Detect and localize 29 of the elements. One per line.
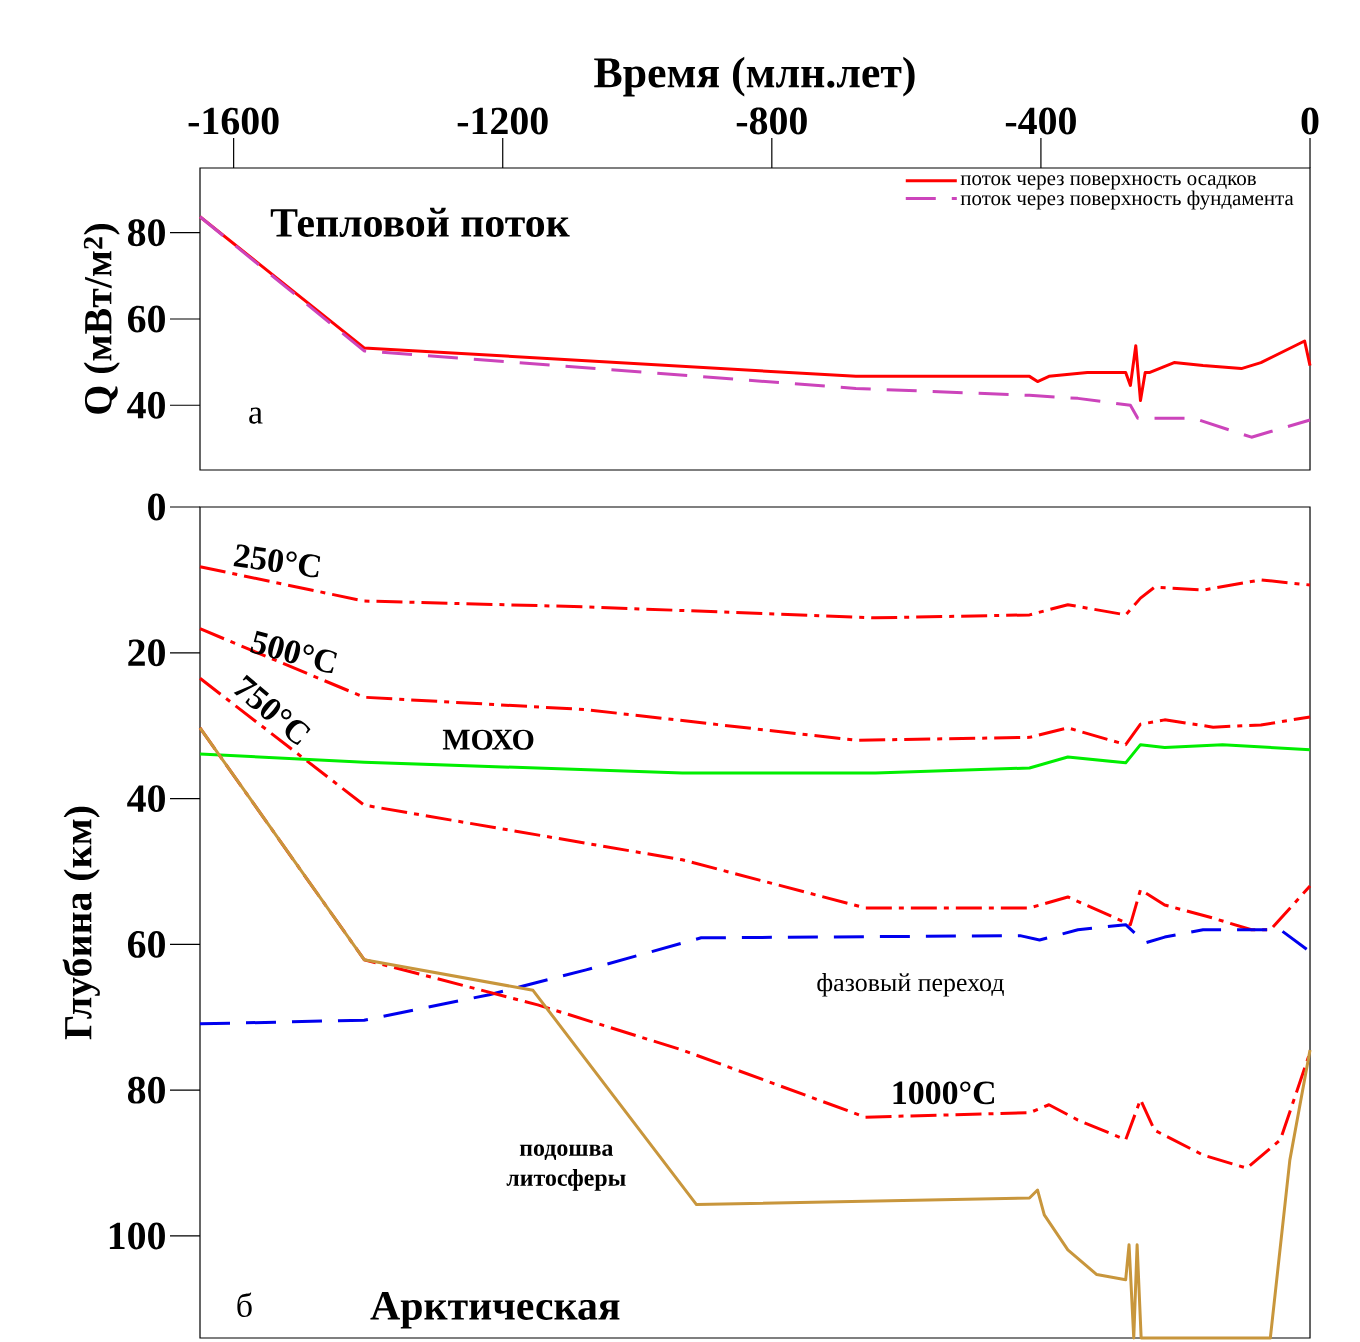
- legend-label: поток через поверхность осадков: [960, 175, 1256, 190]
- y-tick-label: 40: [127, 391, 165, 419]
- y-axis-title: Глубина (км): [62, 806, 100, 1040]
- y-tick-label: 60: [127, 930, 165, 958]
- y-axis-title: Q (мВт/м$^{2}$): [83, 224, 120, 414]
- y-tick-label: 80: [127, 1076, 165, 1104]
- annotation: б: [237, 1292, 252, 1318]
- y-tick-label: 80: [127, 219, 165, 247]
- x-tick-label: -1200: [457, 107, 548, 135]
- text: Арктическая: [370, 1291, 620, 1329]
- annotation: а: [249, 407, 263, 424]
- annotation: подошва литосферы: [506, 1144, 626, 1191]
- text: Тепловой поток: [270, 207, 570, 238]
- annotation: 1000°C: [893, 1081, 995, 1105]
- y-tick-label: 20: [128, 639, 165, 667]
- x-axis-title: Время (млн.лет): [594, 56, 915, 97]
- annotation: 500°C: [250, 630, 337, 673]
- y-tick-label: 40: [127, 785, 165, 813]
- y-tick-label: 0: [148, 493, 165, 521]
- annotation: фазовый переход: [817, 973, 1004, 997]
- y-tick-label: 60: [127, 305, 165, 333]
- x-tick-label: -1600: [188, 107, 279, 135]
- legend-label: поток через поверхность фундамента: [960, 190, 1294, 210]
- y-tick-label: 100: [109, 1222, 165, 1250]
- annotation: МОХО: [442, 729, 534, 750]
- x-tick-label: -400: [1005, 107, 1076, 135]
- x-tick-label: 0: [1301, 107, 1319, 135]
- x-tick-label: -800: [736, 107, 807, 135]
- annotation: 250°C: [233, 544, 321, 578]
